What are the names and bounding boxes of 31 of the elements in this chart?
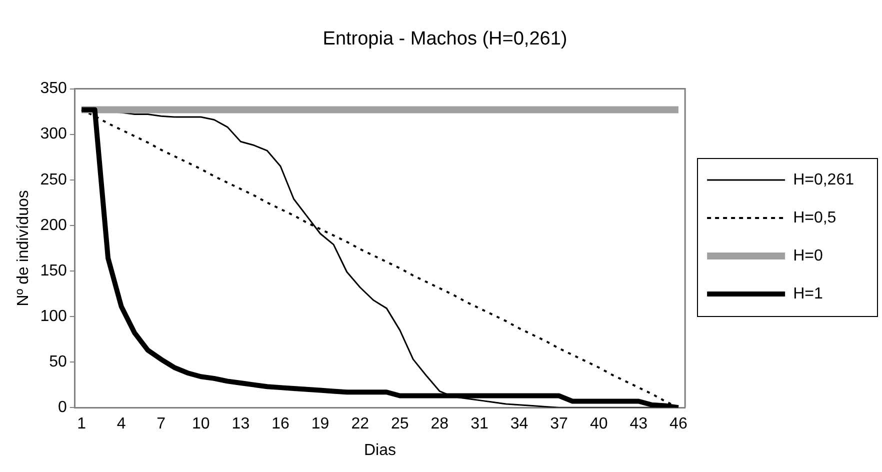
legend-label: H=0 — [793, 247, 823, 264]
legend-label: H=0,261 — [793, 171, 854, 188]
y-axis-title: Nº de indivíduos — [15, 190, 32, 306]
y-tick-label: 350 — [40, 80, 67, 98]
y-tick-label: 200 — [40, 216, 67, 234]
chart-title: Entropia - Machos (H=0,261) — [322, 28, 568, 50]
y-tick-label: 150 — [40, 262, 67, 280]
x-tick-label: 16 — [272, 416, 290, 433]
x-tick-label: 28 — [430, 416, 449, 433]
x-tick-label: 22 — [351, 416, 370, 433]
x-tick-label: 40 — [590, 416, 608, 433]
y-tick-label: 50 — [49, 353, 67, 370]
legend-label: H=1 — [793, 285, 823, 302]
x-tick-label: 37 — [550, 416, 568, 433]
x-tick-label: 1 — [77, 416, 86, 433]
x-tick-label: 13 — [232, 416, 250, 433]
x-tick-label: 34 — [510, 416, 528, 433]
y-tick-label: 0 — [58, 399, 67, 416]
x-tick-label: 46 — [670, 416, 688, 433]
x-axis-title: Dias — [364, 442, 396, 459]
x-tick-label: 7 — [156, 416, 166, 433]
y-tick-label: 100 — [40, 308, 67, 325]
x-tick-label: 4 — [116, 416, 126, 433]
x-tick-label: 25 — [390, 416, 409, 433]
x-tick-label: 10 — [192, 416, 210, 433]
x-tick-label: 19 — [311, 416, 330, 433]
x-tick-label: 43 — [630, 416, 648, 433]
legend-label: H=0,5 — [793, 209, 836, 226]
y-tick-label: 300 — [40, 126, 67, 143]
y-tick-label: 250 — [40, 171, 67, 188]
x-tick-label: 31 — [470, 416, 488, 433]
